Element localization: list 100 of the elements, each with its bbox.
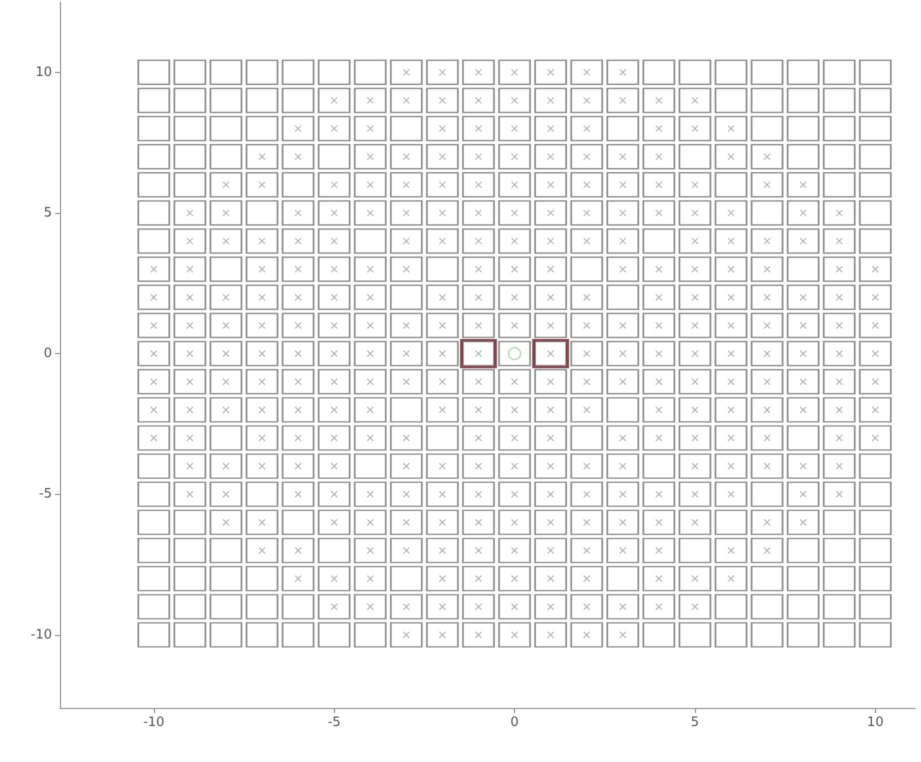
point bbox=[258, 518, 266, 526]
point bbox=[150, 322, 158, 329]
point bbox=[174, 312, 206, 338]
point bbox=[714, 172, 748, 198]
point bbox=[246, 312, 278, 338]
point bbox=[547, 322, 554, 329]
x-tick-label: 10 bbox=[867, 715, 884, 730]
point bbox=[511, 406, 518, 414]
point bbox=[474, 266, 482, 273]
point bbox=[330, 462, 338, 470]
point bbox=[655, 350, 662, 358]
point bbox=[642, 284, 676, 310]
point bbox=[800, 294, 807, 301]
point bbox=[318, 228, 350, 254]
point bbox=[402, 518, 410, 526]
point bbox=[282, 116, 314, 142]
point bbox=[210, 60, 242, 86]
point bbox=[294, 462, 302, 470]
point bbox=[822, 538, 856, 564]
point bbox=[836, 406, 843, 414]
point bbox=[691, 462, 698, 470]
point bbox=[511, 378, 518, 386]
point bbox=[246, 622, 278, 648]
point bbox=[547, 209, 554, 216]
point bbox=[174, 594, 206, 620]
point bbox=[330, 238, 338, 245]
point bbox=[354, 566, 387, 592]
point bbox=[655, 209, 662, 216]
point bbox=[474, 125, 482, 132]
point bbox=[438, 153, 446, 160]
point bbox=[750, 510, 784, 536]
point bbox=[138, 594, 170, 620]
point bbox=[138, 172, 170, 198]
point bbox=[619, 322, 626, 329]
point bbox=[822, 340, 856, 366]
point bbox=[366, 125, 374, 132]
point bbox=[138, 397, 170, 423]
x-tick-label: -5 bbox=[328, 715, 341, 730]
point bbox=[474, 434, 482, 442]
point bbox=[474, 631, 482, 638]
point bbox=[714, 340, 748, 366]
point bbox=[282, 397, 314, 423]
point bbox=[534, 453, 567, 479]
point bbox=[474, 68, 482, 76]
point bbox=[354, 368, 387, 394]
point bbox=[366, 434, 374, 442]
point bbox=[511, 181, 518, 188]
point bbox=[750, 88, 784, 114]
point bbox=[691, 322, 698, 329]
point bbox=[366, 603, 374, 610]
point bbox=[750, 368, 784, 394]
point bbox=[583, 96, 590, 104]
point bbox=[474, 294, 482, 301]
point bbox=[174, 284, 206, 310]
point bbox=[859, 368, 892, 394]
point bbox=[174, 453, 206, 479]
point bbox=[174, 60, 206, 86]
point bbox=[426, 88, 459, 114]
point bbox=[366, 406, 374, 414]
point bbox=[547, 603, 554, 610]
point bbox=[619, 266, 626, 273]
point bbox=[438, 575, 446, 582]
point bbox=[511, 266, 518, 273]
point bbox=[390, 510, 423, 536]
point bbox=[547, 631, 554, 638]
point bbox=[294, 490, 302, 498]
point bbox=[282, 256, 314, 282]
point bbox=[570, 172, 603, 198]
point bbox=[714, 88, 748, 114]
point bbox=[318, 397, 350, 423]
point bbox=[714, 566, 748, 592]
point bbox=[534, 60, 567, 86]
point bbox=[498, 453, 531, 479]
point bbox=[836, 434, 843, 442]
point bbox=[330, 181, 338, 188]
point bbox=[366, 96, 374, 104]
point bbox=[390, 453, 423, 479]
point bbox=[872, 378, 879, 386]
point bbox=[547, 575, 554, 582]
point bbox=[462, 284, 495, 310]
point bbox=[822, 200, 856, 226]
point bbox=[426, 340, 459, 366]
point bbox=[534, 312, 567, 338]
point bbox=[714, 200, 748, 226]
point bbox=[474, 209, 482, 216]
point bbox=[534, 481, 567, 507]
point bbox=[570, 425, 603, 451]
point bbox=[366, 294, 374, 301]
point bbox=[390, 200, 423, 226]
point bbox=[728, 350, 735, 358]
point bbox=[390, 538, 423, 564]
point bbox=[511, 575, 518, 582]
point bbox=[294, 575, 302, 582]
point bbox=[318, 538, 350, 564]
point bbox=[728, 575, 735, 582]
point bbox=[390, 284, 423, 310]
point bbox=[174, 172, 206, 198]
point bbox=[606, 340, 640, 366]
point bbox=[354, 88, 387, 114]
point bbox=[390, 594, 423, 620]
